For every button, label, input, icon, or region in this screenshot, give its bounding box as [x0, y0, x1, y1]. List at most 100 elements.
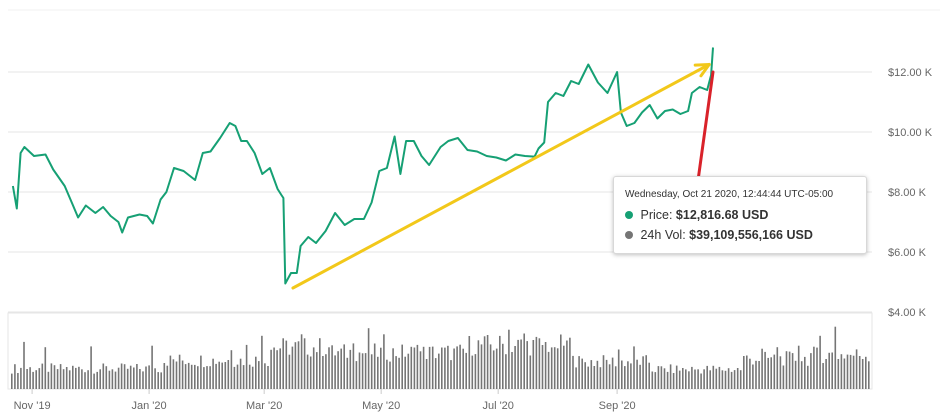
volume-bar: [538, 338, 541, 389]
volume-bar: [72, 365, 74, 389]
volume-bar: [389, 361, 391, 389]
volume-bar: [776, 347, 779, 389]
volume-bar: [761, 348, 763, 389]
volume-bar: [428, 346, 431, 389]
price-line: [11, 47, 714, 285]
volume-bar: [93, 373, 95, 389]
volume-bar: [248, 364, 251, 389]
volume-bar: [834, 326, 837, 389]
volume-bar: [358, 352, 361, 389]
volume-bar: [187, 362, 190, 389]
volume-bar: [560, 334, 562, 389]
volume-bar: [447, 345, 449, 389]
volume-bar: [648, 362, 650, 389]
volume-bar: [483, 336, 486, 389]
volume-bar: [718, 366, 721, 389]
volume-bar: [611, 357, 614, 389]
volume-bar: [160, 372, 162, 389]
volume-bar: [526, 341, 528, 389]
tooltip-price-value: $12,816.68 USD: [675, 208, 769, 222]
volume-bar: [346, 357, 349, 389]
trend-arrow: [291, 63, 711, 290]
volume-bar: [855, 349, 858, 389]
volume-bar: [334, 355, 336, 389]
volume-bar: [816, 347, 818, 389]
volume-bar: [416, 344, 419, 389]
volume-bar: [14, 364, 16, 389]
volume-bar: [355, 361, 358, 389]
hover-tooltip: Wednesday, Oct 21 2020, 12:44:44 UTC-05:…: [613, 176, 867, 254]
volume-bar: [767, 357, 769, 389]
volume-bar: [401, 344, 403, 389]
volume-bar: [181, 360, 184, 389]
volume-bar: [273, 347, 275, 389]
volume-bar: [721, 370, 724, 389]
volume-bar: [203, 367, 205, 389]
volume-bar: [251, 366, 254, 389]
volume-bar: [325, 354, 327, 389]
volume-bar: [563, 345, 565, 389]
volume-bar: [453, 348, 455, 389]
volume-bar: [819, 335, 821, 389]
grid-lines: [8, 9, 940, 313]
volume-bar: [377, 356, 379, 389]
volume-bar: [556, 348, 559, 389]
volume-bar: [373, 343, 376, 389]
volume-bar: [224, 362, 227, 389]
volume-bar: [810, 353, 812, 389]
volume-bar: [434, 358, 437, 389]
volume-bar: [56, 369, 59, 389]
volume-bar: [288, 354, 291, 389]
volume-bar: [47, 371, 50, 389]
volume-bar: [593, 366, 596, 389]
volume-bar: [733, 370, 736, 389]
volume-bar: [566, 340, 568, 389]
volume-bar: [398, 357, 400, 389]
volume-bar: [352, 343, 355, 389]
volume-bar: [581, 358, 583, 389]
volume-bar: [367, 328, 370, 389]
volume-bar: [663, 368, 666, 389]
time-tick-label: Jan '20: [132, 400, 167, 412]
volume-bar: [142, 371, 144, 389]
volume-bar: [255, 356, 257, 389]
volume-bar: [502, 343, 504, 389]
volume-bar: [441, 347, 443, 389]
volume-bar: [383, 334, 385, 389]
tooltip-volume-value: $39,109,556,166 USD: [689, 228, 813, 242]
volume-bar: [419, 351, 422, 389]
volume-bar: [822, 363, 824, 389]
volume-bar: [624, 366, 626, 389]
volume-bar: [599, 367, 602, 389]
volume-panel: [7, 312, 873, 390]
volume-bar: [309, 356, 312, 389]
volume-bar: [666, 371, 669, 389]
volume-bar: [456, 346, 458, 389]
volume-bar: [62, 369, 65, 389]
volume-bar: [29, 367, 31, 389]
volume-bar: [245, 344, 248, 389]
tooltip-timestamp: Wednesday, Oct 21 2020, 12:44:44 UTC-05:…: [625, 189, 834, 200]
volume-bar: [96, 371, 98, 389]
volume-bar: [236, 364, 239, 389]
volume-bar: [233, 366, 236, 389]
volume-bar: [230, 350, 233, 389]
volume-bar: [370, 354, 373, 389]
volume-bar: [285, 340, 288, 389]
volume-bar: [697, 369, 699, 389]
volume-bar: [617, 349, 620, 389]
volume-bar: [804, 356, 806, 389]
volume-bar: [215, 363, 217, 389]
volume-bar: [392, 348, 394, 389]
volume-bar: [602, 355, 605, 389]
volume-bar: [715, 368, 718, 389]
volume-bar: [471, 355, 474, 389]
volume-bar: [163, 363, 166, 389]
volume-bar: [84, 372, 86, 389]
volume-bar: [852, 355, 855, 389]
volume-bar: [553, 347, 556, 389]
volume-bar: [621, 360, 623, 389]
volume-bar: [578, 356, 580, 389]
tooltip-price-row: Price: $12,816.68 USD: [625, 208, 768, 222]
